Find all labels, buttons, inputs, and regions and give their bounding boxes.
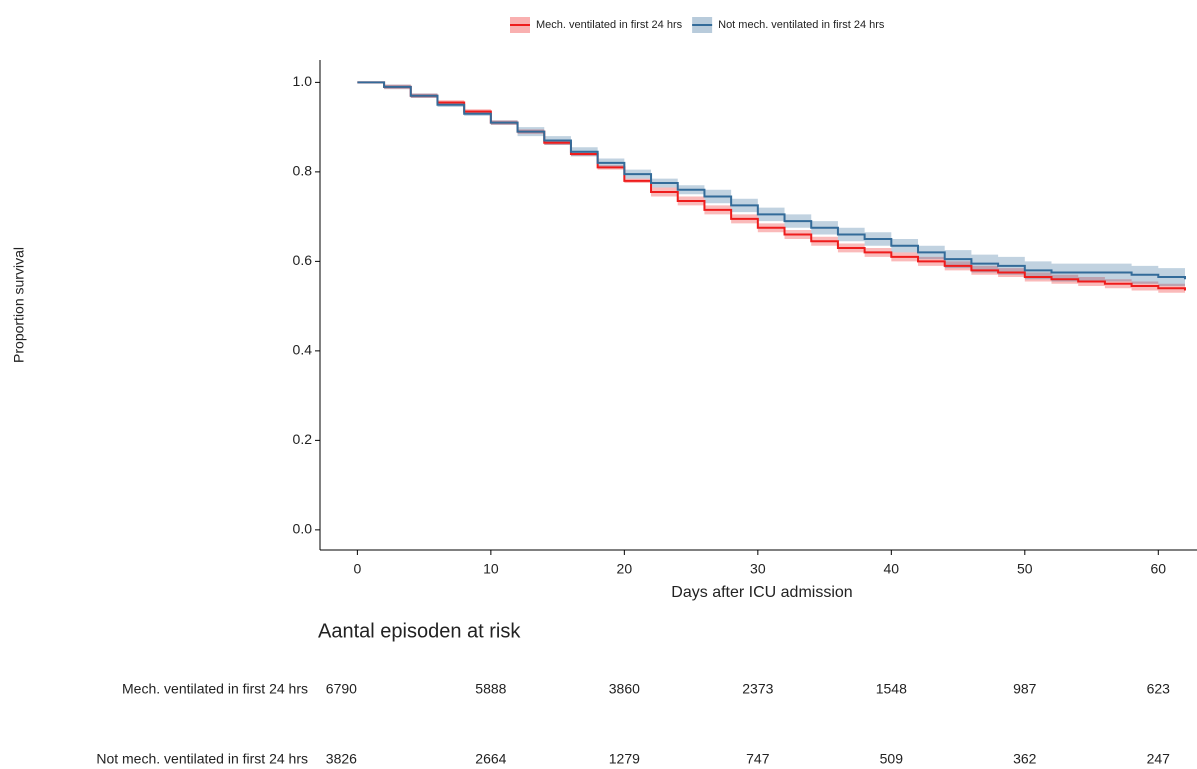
x-tick-label: 60 bbox=[1151, 561, 1167, 577]
risk-count: 1279 bbox=[609, 751, 640, 767]
risk-table-title: Aantal episoden at risk bbox=[318, 620, 521, 642]
risk-count: 5888 bbox=[475, 681, 506, 697]
risk-count: 987 bbox=[1013, 681, 1037, 697]
risk-count: 2373 bbox=[742, 681, 773, 697]
legend-label: Mech. ventilated in first 24 hrs bbox=[536, 19, 683, 31]
legend-label: Not mech. ventilated in first 24 hrs bbox=[718, 19, 885, 31]
x-tick-label: 50 bbox=[1017, 561, 1033, 577]
y-tick-label: 1.0 bbox=[293, 73, 313, 89]
risk-count: 623 bbox=[1147, 681, 1171, 697]
risk-count: 1548 bbox=[876, 681, 907, 697]
y-tick-label: 0.2 bbox=[293, 431, 313, 447]
x-axis-label: Days after ICU admission bbox=[671, 584, 852, 601]
x-tick-label: 40 bbox=[884, 561, 900, 577]
x-tick-label: 30 bbox=[750, 561, 766, 577]
confidence-band bbox=[357, 82, 1185, 295]
risk-count: 2664 bbox=[475, 751, 506, 767]
risk-count: 3860 bbox=[609, 681, 640, 697]
survival-line bbox=[357, 81, 1186, 280]
risk-row-label: Not mech. ventilated in first 24 hrs bbox=[96, 751, 308, 767]
risk-count: 247 bbox=[1147, 751, 1171, 767]
x-tick-label: 10 bbox=[483, 561, 499, 577]
x-tick-label: 20 bbox=[617, 561, 633, 577]
risk-count: 3826 bbox=[326, 751, 357, 767]
risk-count: 509 bbox=[880, 751, 904, 767]
y-tick-label: 0.8 bbox=[293, 163, 313, 179]
risk-count: 362 bbox=[1013, 751, 1037, 767]
risk-count: 6790 bbox=[326, 681, 357, 697]
y-tick-label: 0.6 bbox=[293, 252, 313, 268]
y-axis-label: Proportion survival bbox=[11, 247, 27, 363]
risk-row-label: Mech. ventilated in first 24 hrs bbox=[122, 681, 308, 697]
risk-count: 747 bbox=[746, 751, 770, 767]
x-tick-label: 0 bbox=[353, 561, 361, 577]
y-tick-label: 0.0 bbox=[293, 521, 313, 537]
y-tick-label: 0.4 bbox=[293, 342, 313, 358]
